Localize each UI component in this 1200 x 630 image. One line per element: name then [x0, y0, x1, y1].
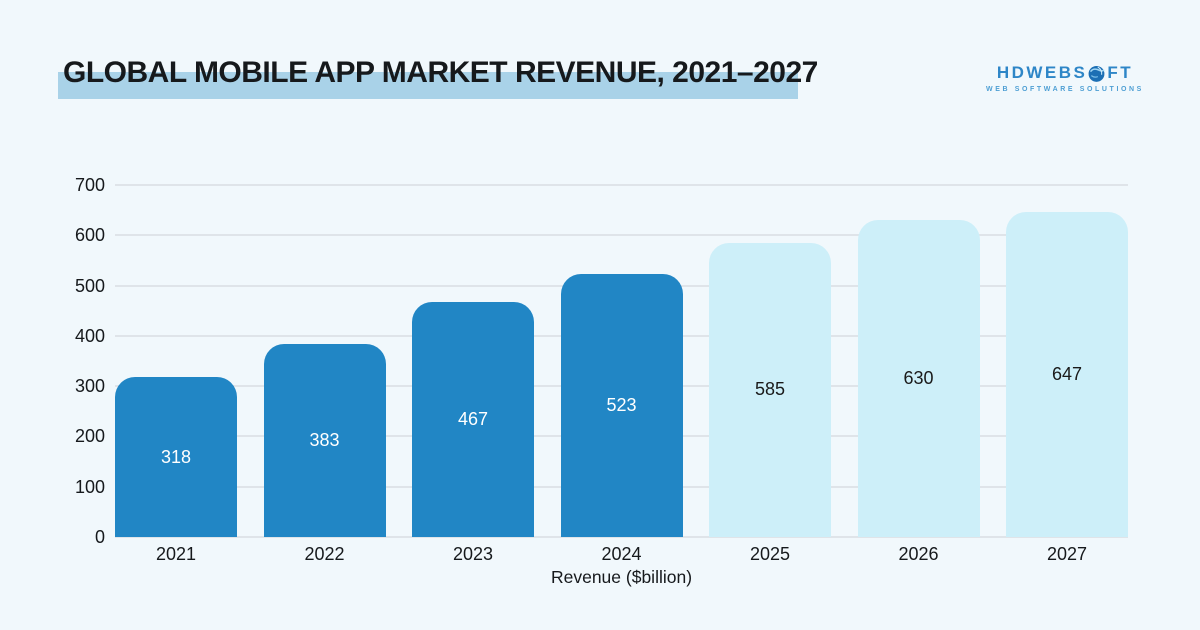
x-tick-2027: 2027	[1046, 544, 1088, 564]
gridline-600	[115, 234, 1128, 237]
y-tick-500: 500	[74, 275, 105, 296]
x-tick-2021: 2021	[155, 544, 197, 564]
logo-wordmark: HDWEBS FT	[997, 63, 1133, 82]
y-tick-100: 100	[74, 476, 105, 497]
bar-2024: 523	[560, 274, 683, 537]
bar-2023: 467	[412, 302, 534, 537]
bar-value-2025: 585	[754, 379, 786, 400]
x-tick-2022: 2022	[304, 544, 345, 564]
y-tick-400: 400	[74, 325, 105, 346]
hdwebsoft-logo: HDWEBS FT WEB SOFTWARE SOLUTIONS	[985, 63, 1145, 93]
bar-2027: 647	[1006, 211, 1128, 537]
bar-value-2021: 318	[160, 446, 192, 467]
x-tick-2023: 2023	[452, 544, 494, 564]
page-title: GLOBAL MOBILE APP MARKET REVENUE, 2021–2…	[63, 56, 818, 89]
gridline-0	[115, 536, 1128, 538]
bar-value-2022: 383	[309, 430, 340, 451]
bar-value-2024: 523	[606, 394, 637, 415]
bar-value-2027: 647	[1051, 363, 1083, 384]
bar-value-2026: 630	[903, 368, 934, 389]
bar-value-2023: 467	[457, 409, 489, 430]
x-tick-2025: 2025	[749, 544, 791, 564]
logo-tagline: WEB SOFTWARE SOLUTIONS	[986, 86, 1144, 93]
y-tick-300: 300	[74, 376, 105, 397]
title-highlight-bar	[58, 72, 798, 99]
y-tick-600: 600	[74, 225, 105, 246]
bar-2022: 383	[263, 344, 386, 537]
x-tick-2024: 2024	[601, 544, 642, 564]
x-tick-2026: 2026	[898, 544, 939, 564]
bar-2021: 318	[115, 377, 237, 537]
y-tick-700: 700	[74, 175, 105, 195]
logo-text-pre: HDWEBS	[996, 63, 1088, 82]
bar-2025: 585	[709, 242, 831, 537]
x-axis-title: Revenue ($billion)	[550, 567, 693, 587]
y-tick-200: 200	[74, 426, 105, 447]
globe-icon	[1088, 65, 1105, 82]
gridline-700	[115, 184, 1128, 186]
bar-2026: 630	[857, 220, 980, 537]
logo-text-post: FT	[1107, 63, 1134, 82]
y-tick-0: 0	[94, 527, 105, 547]
